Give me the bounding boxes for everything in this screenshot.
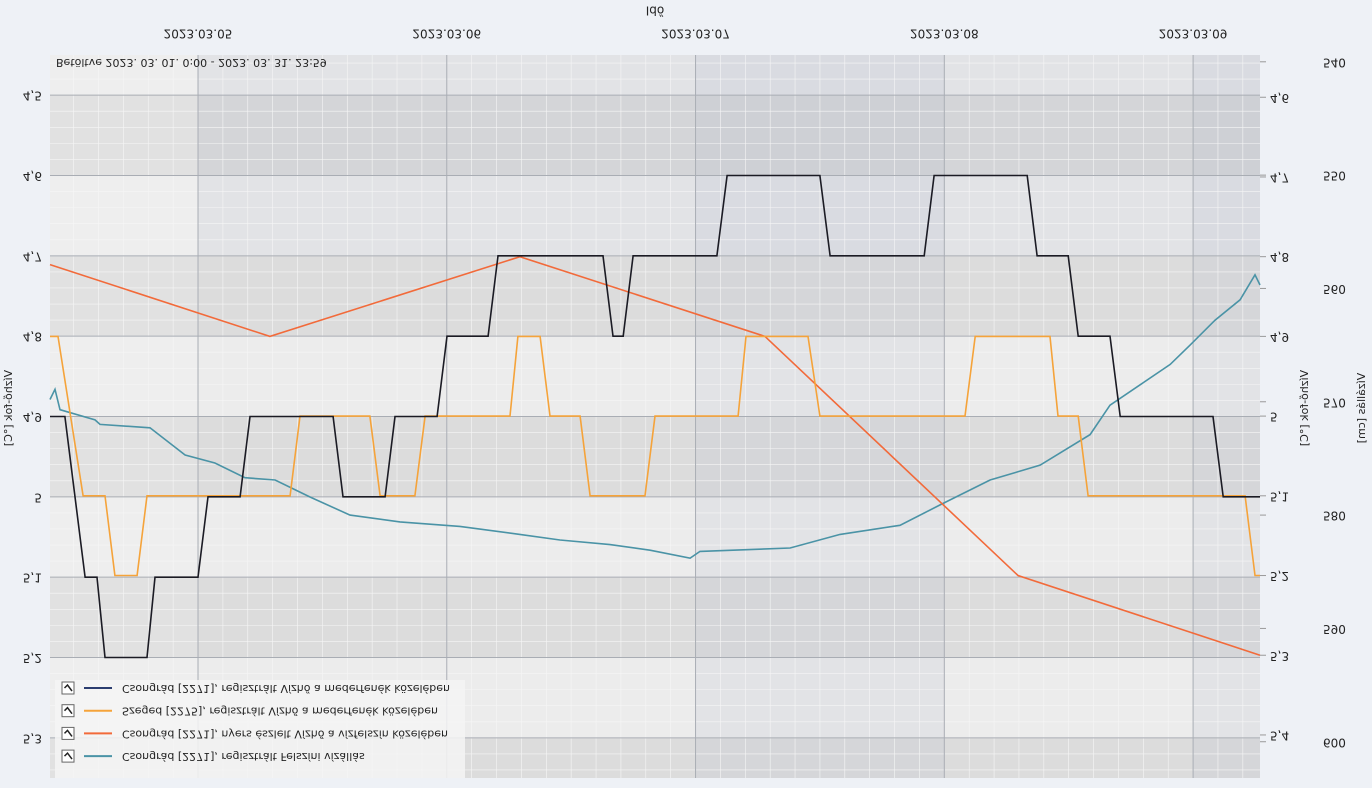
band bbox=[50, 577, 1260, 658]
x-tick-label: 2023.03.06 bbox=[412, 27, 481, 41]
y-axis-title: Vízhő-fok [°C] bbox=[2, 370, 15, 446]
legend-check bbox=[63, 729, 73, 737]
shade bbox=[198, 55, 1261, 256]
y-tick-label: 5,2 bbox=[23, 651, 42, 665]
series-line bbox=[50, 174, 1260, 659]
y2-tick-label: 4,9 bbox=[1270, 330, 1289, 344]
y-tick-label: 4,6 bbox=[23, 169, 42, 183]
band bbox=[50, 95, 1260, 176]
legend-checkbox[interactable] bbox=[61, 749, 75, 763]
y-tick-label: 5 bbox=[34, 490, 42, 504]
y2-axis-title: Vízhő-fok [°C] bbox=[1298, 370, 1311, 446]
y3-tick-label: 590 bbox=[1323, 622, 1346, 636]
series-line bbox=[49, 273, 1261, 560]
y-tick-label: 4,7 bbox=[23, 249, 42, 263]
y2-tick-label: 4,6 bbox=[1270, 91, 1289, 105]
y3-tick-label: 580 bbox=[1323, 509, 1346, 523]
x-axis-title: Idő bbox=[646, 4, 665, 18]
y2-tick-label: 5,1 bbox=[1270, 489, 1289, 503]
y3-tick-label: 570 bbox=[1323, 395, 1346, 409]
legend: Csongrád [2271], regisztrált Vízhő a med… bbox=[55, 680, 465, 778]
series-line bbox=[50, 335, 1260, 577]
band bbox=[50, 496, 1260, 578]
y-tick-label: 4,8 bbox=[23, 330, 42, 344]
y3-tick-label: 600 bbox=[1323, 735, 1346, 749]
legend-label[interactable]: Csongrád [2271], regisztrált Felszíni ví… bbox=[122, 750, 365, 763]
band bbox=[50, 175, 1260, 256]
band bbox=[50, 416, 1260, 497]
y-tick-label: 5,1 bbox=[23, 571, 42, 585]
y2-tick-label: 5 bbox=[1270, 410, 1278, 424]
y2-tick-label: 5,2 bbox=[1270, 569, 1289, 583]
legend-label[interactable]: Csongrád [2271], regisztrált Vízhő a med… bbox=[122, 682, 450, 695]
y3-tick-label: 550 bbox=[1323, 169, 1346, 183]
y-tick-label: 4,9 bbox=[23, 410, 42, 424]
legend-box bbox=[55, 680, 465, 778]
band bbox=[50, 55, 1260, 96]
y3-tick-label: 560 bbox=[1323, 282, 1346, 296]
y2-tick-label: 4,8 bbox=[1270, 250, 1289, 264]
legend-checkbox[interactable] bbox=[61, 726, 75, 740]
y3-axis-title: Vízállás [cm] bbox=[1355, 373, 1368, 444]
legend-checkbox[interactable] bbox=[61, 704, 75, 718]
legend-label[interactable]: Csongrád [2271], nyers észlelt Vízhő a v… bbox=[122, 727, 448, 740]
band bbox=[50, 255, 1260, 337]
legend-label[interactable]: Szeged [2275], regisztrált Vízhő a meder… bbox=[122, 705, 438, 718]
legend-check bbox=[63, 706, 73, 715]
y3-tick-label: 540 bbox=[1323, 55, 1346, 69]
annotation: Betöltve 2023. 03. 01. 0:00 - 2023. 03. … bbox=[56, 56, 327, 69]
series-line bbox=[49, 255, 1261, 656]
y-tick-label: 4,5 bbox=[23, 89, 42, 103]
y2-tick-label: 4,7 bbox=[1270, 170, 1289, 184]
x-tick-label: 2023.03.08 bbox=[910, 27, 979, 41]
legend-check bbox=[63, 751, 73, 760]
y2-tick-label: 5,4 bbox=[1270, 728, 1289, 742]
x-tick-label: 2023.03.05 bbox=[164, 27, 233, 41]
lines bbox=[49, 174, 1261, 659]
y-tick-label: 5,3 bbox=[23, 731, 42, 745]
band bbox=[50, 336, 1260, 417]
y2-tick-label: 5,3 bbox=[1270, 649, 1289, 663]
x-tick-label: 2023.03.07 bbox=[661, 27, 730, 41]
legend-checkbox[interactable] bbox=[61, 681, 75, 695]
x-tick-label: 2023.03.09 bbox=[1159, 27, 1228, 41]
labels: Betöltve 2023. 03. 01. 0:00 - 2023. 03. … bbox=[2, 4, 1368, 750]
legend-check bbox=[63, 683, 73, 692]
